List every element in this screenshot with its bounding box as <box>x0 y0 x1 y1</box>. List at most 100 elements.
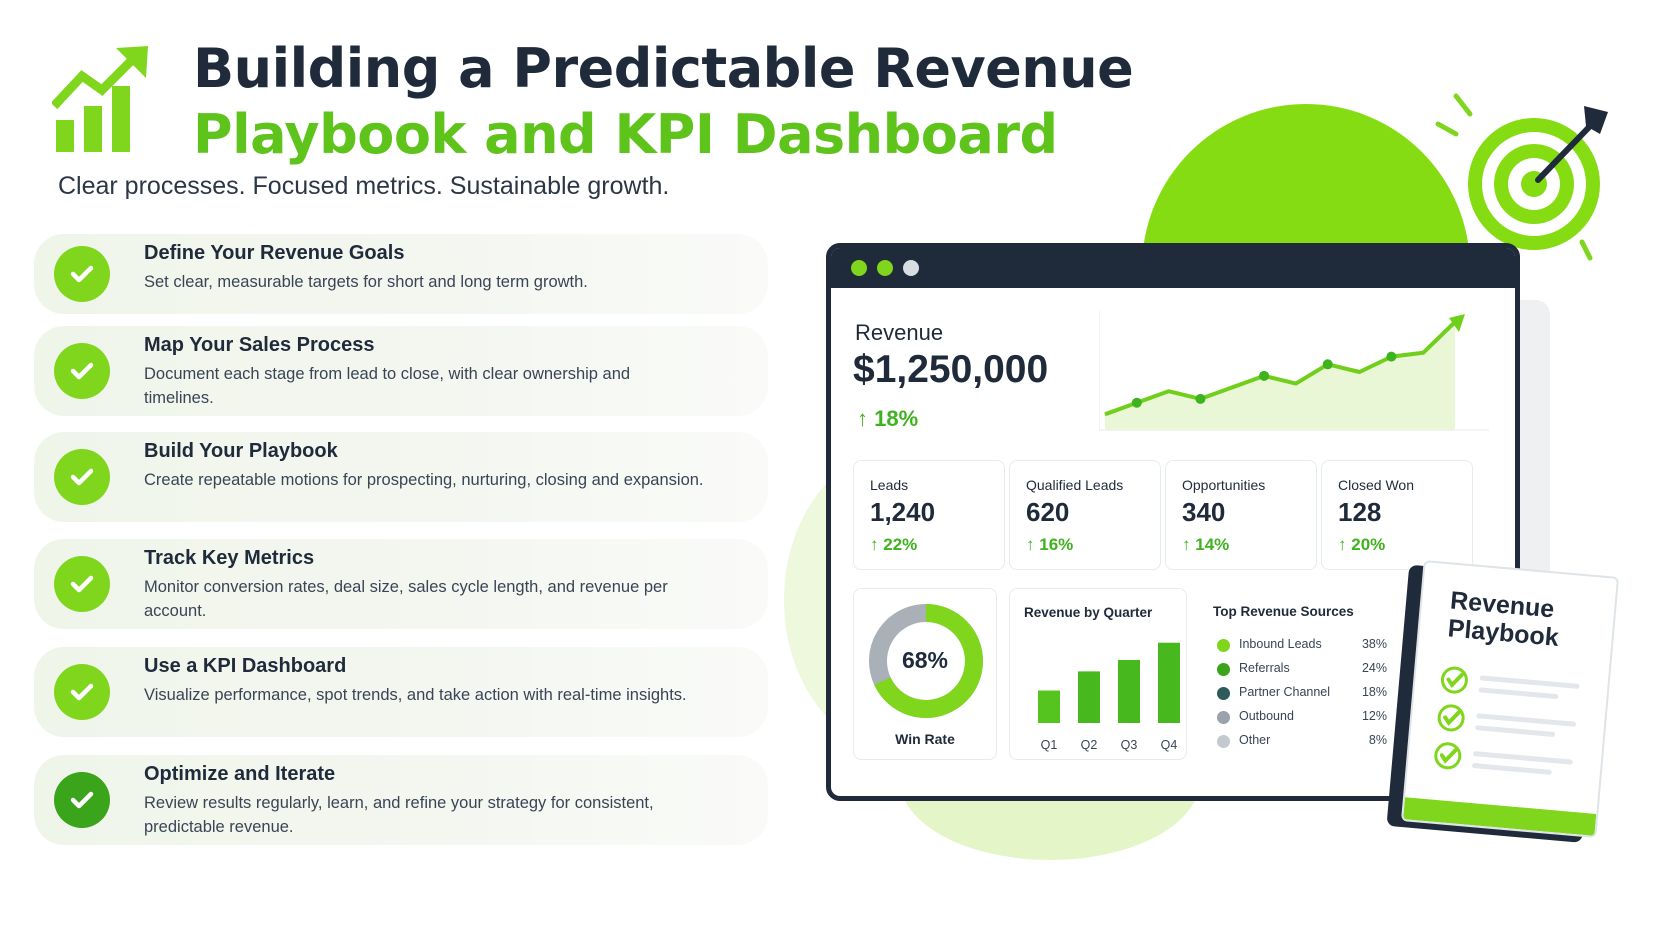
kpi-label: Qualified Leads <box>1026 477 1124 493</box>
target-icon <box>1435 93 1608 261</box>
kpi-change: ↑ 16% <box>1026 535 1074 554</box>
panel-title: Top Revenue Sources <box>1213 604 1354 619</box>
revenue-by-quarter-panel: Revenue by Quarter Q1 Q2 Q3 Q4 <box>1009 588 1187 760</box>
trend-point <box>1259 370 1270 381</box>
kpi-change: ↑ 20% <box>1338 535 1386 554</box>
step-desc: Monitor conversion rates, deal size, sal… <box>144 578 668 620</box>
book-cover: Revenue Playbook <box>1400 559 1620 839</box>
source-name: Partner Channel <box>1239 685 1331 699</box>
kpi-card-qualified-leads: Qualified Leads 620 ↑ 16% <box>1009 460 1161 570</box>
revenue-value: $1,250,000 <box>853 348 1049 391</box>
kpi-card-leads: Leads 1,240 ↑ 22% <box>853 460 1005 570</box>
step-item: Use a KPI Dashboard Visualize performanc… <box>34 647 768 737</box>
source-row: Inbound Leads 38% <box>1217 636 1387 656</box>
quarter-tick-label: Q2 <box>1081 738 1098 752</box>
source-row: Partner Channel 18% <box>1217 684 1387 704</box>
step-item: Track Key Metrics Monitor conversion rat… <box>34 539 768 629</box>
check-icon <box>1440 666 1468 694</box>
source-name: Outbound <box>1239 709 1294 723</box>
check-icon <box>1434 742 1462 770</box>
step-desc: Create repeatable motions for prospectin… <box>144 471 704 489</box>
window-titlebar <box>831 248 1515 288</box>
step-item: Map Your Sales Process Document each sta… <box>34 326 768 416</box>
source-row: Referrals 24% <box>1217 660 1387 680</box>
quarter-bar <box>1038 690 1060 723</box>
quarter-bar <box>1158 642 1180 723</box>
legend-dot <box>1217 687 1230 700</box>
revenue-label: Revenue <box>855 320 944 345</box>
book-title: Revenue Playbook <box>1446 586 1560 652</box>
source-pct: 12% <box>1361 709 1387 723</box>
trend-point <box>1386 351 1397 362</box>
source-pct: 38% <box>1361 637 1387 651</box>
step-title: Define Your Revenue Goals <box>144 242 405 264</box>
source-name: Other <box>1239 733 1271 747</box>
trend-arrow <box>1449 314 1465 332</box>
quarter-tick-label: Q3 <box>1121 738 1138 752</box>
win-rate-donut <box>869 604 983 718</box>
step-title: Track Key Metrics <box>144 547 315 569</box>
check-icon <box>54 664 110 720</box>
win-rate-panel: 68% Win Rate <box>853 588 997 760</box>
source-row: Outbound 12% <box>1217 708 1387 728</box>
window-dot <box>851 260 867 276</box>
kpi-change: ↑ 14% <box>1182 535 1230 554</box>
kpi-label: Opportunities <box>1182 477 1266 493</box>
panel-title: Revenue by Quarter <box>1024 605 1153 620</box>
top-sources-panel: Top Revenue Sources Inbound Leads 38% Re… <box>1199 588 1399 760</box>
growth-chart-icon <box>52 46 148 152</box>
step-desc: Visualize performance, spot trends, and … <box>144 686 687 704</box>
revenue-trend-chart <box>1099 310 1489 431</box>
check-icon <box>54 772 110 828</box>
kpi-change: ↑ 22% <box>870 535 918 554</box>
quarter-bar <box>1078 671 1100 723</box>
step-title: Use a KPI Dashboard <box>144 655 347 677</box>
quarter-tick-label: Q4 <box>1161 738 1178 752</box>
book-line <box>1475 725 1556 738</box>
book-line <box>1471 762 1552 775</box>
book-line <box>1479 675 1580 689</box>
title-line-1: Building a Predictable Revenue <box>193 37 1134 100</box>
step-title: Optimize and Iterate <box>144 763 336 785</box>
book-line <box>1472 751 1573 765</box>
legend-dot <box>1217 663 1230 676</box>
trend-line <box>1104 320 1457 417</box>
source-pct: 24% <box>1361 661 1387 675</box>
check-icon <box>54 449 110 505</box>
quarter-bar-chart: Q1 Q2 Q3 Q4 <box>1038 642 1180 752</box>
kpi-card-opportunities: Opportunities 340 ↑ 14% <box>1165 460 1317 570</box>
check-icon <box>1437 704 1465 732</box>
step-item: Build Your Playbook Create repeatable mo… <box>34 432 768 522</box>
source-name: Referrals <box>1239 661 1290 675</box>
check-icon <box>54 246 110 302</box>
trend-point <box>1195 393 1206 404</box>
title-line-2: Playbook and KPI Dashboard <box>193 103 1058 166</box>
revenue-change: ↑ 18% <box>857 406 919 431</box>
step-desc: Set clear, measurable targets for short … <box>144 273 588 291</box>
trend-area <box>1105 322 1455 430</box>
window-dot <box>903 260 919 276</box>
book-line <box>1478 687 1559 700</box>
page-title: Building a Predictable Revenue Playbook … <box>193 36 1134 168</box>
kpi-value: 128 <box>1338 497 1382 527</box>
legend-dot <box>1217 639 1230 652</box>
revenue-playbook-book: Revenue Playbook <box>1386 559 1620 843</box>
quarter-bar <box>1118 659 1140 723</box>
trend-point <box>1131 397 1142 408</box>
kpi-value: 1,240 <box>870 497 936 527</box>
source-pct: 8% <box>1368 733 1387 747</box>
check-icon <box>54 556 110 612</box>
kpi-card-closed-won: Closed Won 128 ↑ 20% <box>1321 460 1473 570</box>
kpi-value: 340 <box>1182 497 1226 527</box>
source-row: Other 8% <box>1217 732 1387 752</box>
kpi-value: 620 <box>1026 497 1070 527</box>
window-dot <box>877 260 893 276</box>
step-item: Optimize and Iterate Review results regu… <box>34 755 768 845</box>
step-desc: Review results regularly, learn, and ref… <box>144 794 654 836</box>
legend-dot <box>1217 735 1230 748</box>
donut-arc <box>869 604 983 718</box>
step-title: Build Your Playbook <box>144 440 338 462</box>
win-rate-percent: 68% <box>901 647 949 673</box>
check-icon <box>54 343 110 399</box>
quarter-tick-label: Q1 <box>1041 738 1058 752</box>
